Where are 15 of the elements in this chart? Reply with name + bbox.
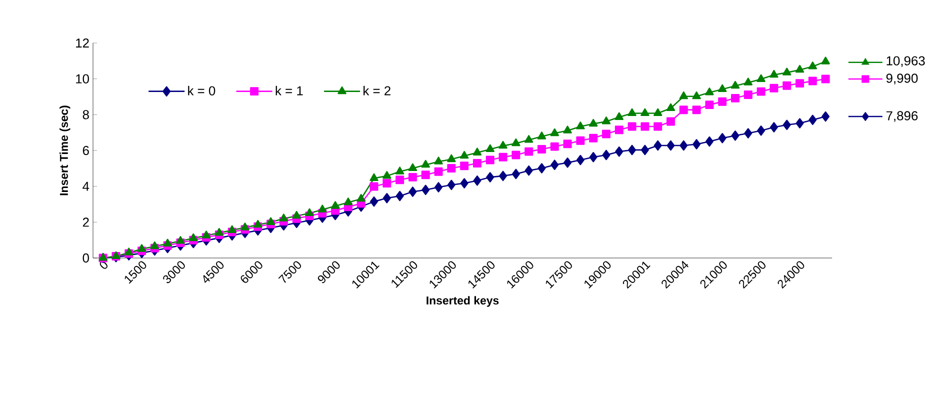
y-tick-label: 2 <box>82 218 89 227</box>
legend-label: k = 2 <box>364 86 390 96</box>
legend-label: k = 0 <box>188 86 216 96</box>
x-axis-title: Inserted keys <box>426 296 499 307</box>
y-tick-label: 10 <box>76 74 89 84</box>
legend-label: k = 1 <box>276 86 303 96</box>
y-tick-label: 4 <box>82 182 90 191</box>
text: 9,990 <box>886 74 918 84</box>
y-tick-label: 0 <box>82 253 89 263</box>
y-tick-label: 8 <box>82 110 89 120</box>
y-tick-label: 6 <box>82 146 89 156</box>
text: 10,963 <box>886 56 925 67</box>
text: 7,896 <box>886 111 918 122</box>
y-axis-title: Insert Time (sec) <box>60 106 70 196</box>
y-tick-label: 12 <box>76 38 89 48</box>
